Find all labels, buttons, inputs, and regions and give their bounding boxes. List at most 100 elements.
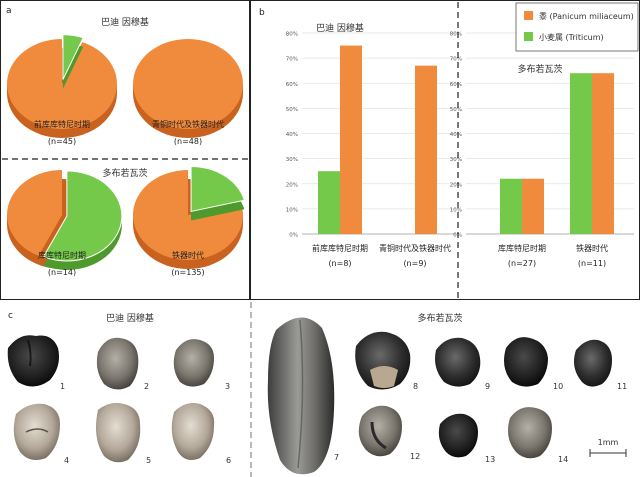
y-tick-label: 30% bbox=[450, 157, 462, 163]
pie-slice-wheat bbox=[42, 170, 123, 262]
legend-swatch-wheat bbox=[524, 32, 533, 41]
y-tick-label: 50% bbox=[286, 107, 298, 113]
pie-label: 青铜时代及铁器时代 bbox=[152, 119, 224, 129]
bar-category-2 bbox=[415, 65, 437, 234]
bar-n-label: (n=9) bbox=[403, 259, 426, 268]
y-tick-label: 20% bbox=[450, 182, 462, 188]
panel-a-border bbox=[0, 0, 250, 300]
bar-millet bbox=[415, 65, 437, 234]
scale-bar: 1mm bbox=[589, 438, 627, 457]
legend: 黍 (Panicum miliaceum) 小麦属 (Triticum) bbox=[515, 2, 639, 52]
pie-site-title-top: 巴迪 因穆基 bbox=[101, 16, 149, 28]
panel-a-pie-charts: a 巴迪 因穆基 多布若瓦茨 前库库特尼时期 (n=45) 青铜时代及铁器时代 (n=… bbox=[0, 0, 250, 300]
pie-chart-1: 前库库特尼时期 (n=45) bbox=[6, 34, 117, 146]
panel-b-bar-chart: b 巴迪 因穆基 多布若瓦茨 0% 0% 10% 10% 20% 20% 30% 30% 40%… bbox=[250, 0, 640, 300]
specimen-13: 13 bbox=[438, 413, 495, 464]
pie-slice-millet bbox=[6, 170, 63, 256]
bar-category-label: 库库特尼时期 bbox=[498, 243, 546, 253]
pie-slice-millet bbox=[6, 39, 117, 129]
panel-letter-c: c bbox=[8, 311, 13, 321]
pie-chart-group: 前库库特尼时期 (n=45) 青铜时代及铁器时代 (n=48) 库库特尼时期 (n=14)… bbox=[6, 34, 245, 277]
pie-label: 库库特尼时期 bbox=[38, 250, 86, 260]
bar-n-label: (n=27) bbox=[508, 259, 536, 268]
panel-letter-a: a bbox=[6, 6, 12, 16]
y-tick-label: 70% bbox=[286, 57, 298, 63]
scale-bar-label: 1mm bbox=[598, 438, 619, 447]
bar-category-1 bbox=[318, 45, 362, 234]
specimen-7: 7 bbox=[267, 317, 339, 475]
legend-label-millet: 黍 (Panicum miliaceum) bbox=[539, 11, 634, 21]
legend-swatch-millet bbox=[524, 11, 533, 20]
photo-site-title-right: 多布若瓦茨 bbox=[417, 312, 462, 324]
y-tick-label: 10% bbox=[450, 207, 462, 213]
svg-text:2: 2 bbox=[144, 382, 149, 391]
y-tick-label: 20% bbox=[286, 182, 298, 188]
svg-text:7: 7 bbox=[334, 453, 339, 462]
svg-text:9: 9 bbox=[485, 382, 490, 391]
svg-text:1: 1 bbox=[60, 382, 65, 391]
svg-text:12: 12 bbox=[410, 452, 420, 461]
y-tick-label: 60% bbox=[286, 82, 298, 88]
y-tick-label: 70% bbox=[450, 57, 462, 63]
svg-text:11: 11 bbox=[617, 382, 627, 391]
specimen-1: 1 bbox=[7, 335, 65, 391]
bar-wheat bbox=[570, 73, 592, 234]
y-tick-label: 40% bbox=[286, 132, 298, 138]
y-tick-label: 0% bbox=[289, 233, 298, 239]
specimen-10: 10 bbox=[504, 337, 563, 391]
pie-slice-wheat bbox=[62, 34, 84, 80]
bar-wheat bbox=[318, 171, 340, 234]
specimen-12: 12 bbox=[358, 405, 420, 461]
pie-label: 铁器时代 bbox=[172, 250, 204, 260]
specimen-8: 8 bbox=[355, 331, 418, 391]
bar-millet bbox=[592, 73, 614, 234]
bar-category-label: 前库库特尼时期 bbox=[312, 243, 368, 253]
pie-n-label: (n=45) bbox=[48, 137, 76, 146]
bar-millet bbox=[522, 178, 544, 234]
svg-text:6: 6 bbox=[226, 456, 231, 465]
y-tick-label: 40% bbox=[450, 132, 462, 138]
pie-slice-millet bbox=[133, 39, 243, 129]
bar-n-label: (n=8) bbox=[328, 259, 351, 268]
y-tick-label: 30% bbox=[286, 157, 298, 163]
pie-label: 前库库特尼时期 bbox=[34, 119, 90, 129]
specimen-14: 14 bbox=[508, 407, 568, 464]
svg-text:3: 3 bbox=[225, 382, 230, 391]
bar-millet bbox=[340, 45, 362, 234]
bar-category-labels: 前库库特尼时期 (n=8) 青铜时代及铁器时代 (n=9) 库库特尼时期 (n=27) 铁器… bbox=[312, 243, 608, 268]
pie-n-label: (n=48) bbox=[174, 137, 202, 146]
specimen-5: 5 bbox=[96, 402, 151, 465]
legend-box bbox=[515, 2, 639, 52]
y-tick-label: 10% bbox=[286, 207, 298, 213]
svg-text:8: 8 bbox=[413, 382, 418, 391]
pie-n-label: (n=135) bbox=[171, 268, 204, 277]
pie-chart-2: 青铜时代及铁器时代 (n=48) bbox=[133, 39, 243, 146]
specimen-6: 6 bbox=[171, 403, 231, 465]
specimen-4: 4 bbox=[13, 403, 69, 465]
bar-wheat bbox=[500, 178, 522, 234]
y-tick-label: 60% bbox=[450, 82, 462, 88]
specimen-3: 3 bbox=[173, 339, 230, 391]
bars bbox=[318, 45, 614, 234]
pie-site-title-bottom: 多布若瓦茨 bbox=[102, 167, 147, 179]
bar-site-title-right: 多布若瓦茨 bbox=[517, 63, 562, 75]
legend-label-wheat: 小麦属 (Triticum) bbox=[539, 32, 604, 42]
photo-site-title-left: 巴迪 因穆基 bbox=[106, 312, 154, 324]
panel-c-specimen-photos: c 巴迪 因穆基 多布若瓦茨 1 2 3 4 5 6 bbox=[0, 300, 640, 477]
y-tick-label: 0% bbox=[453, 233, 462, 239]
pie-chart-4: 铁器时代 (n=135) bbox=[133, 165, 245, 277]
y-tick-label: 80% bbox=[286, 32, 298, 38]
specimen-11: 11 bbox=[574, 339, 627, 391]
svg-text:4: 4 bbox=[64, 456, 69, 465]
svg-text:10: 10 bbox=[553, 382, 563, 391]
bar-category-4 bbox=[570, 73, 614, 234]
svg-text:14: 14 bbox=[558, 455, 568, 464]
bar-site-title-left: 巴迪 因穆基 bbox=[316, 22, 364, 34]
bar-category-3 bbox=[500, 178, 544, 234]
bar-category-label: 青铜时代及铁器时代 bbox=[379, 243, 451, 253]
pie-side-band bbox=[7, 215, 117, 224]
y-tick-label: 50% bbox=[450, 107, 462, 113]
pie-chart-3: 库库特尼时期 (n=14) bbox=[6, 170, 123, 277]
bar-category-label: 铁器时代 bbox=[576, 243, 608, 253]
specimen-photo-canvas: c 巴迪 因穆基 多布若瓦茨 1 2 3 4 5 6 bbox=[7, 302, 627, 477]
